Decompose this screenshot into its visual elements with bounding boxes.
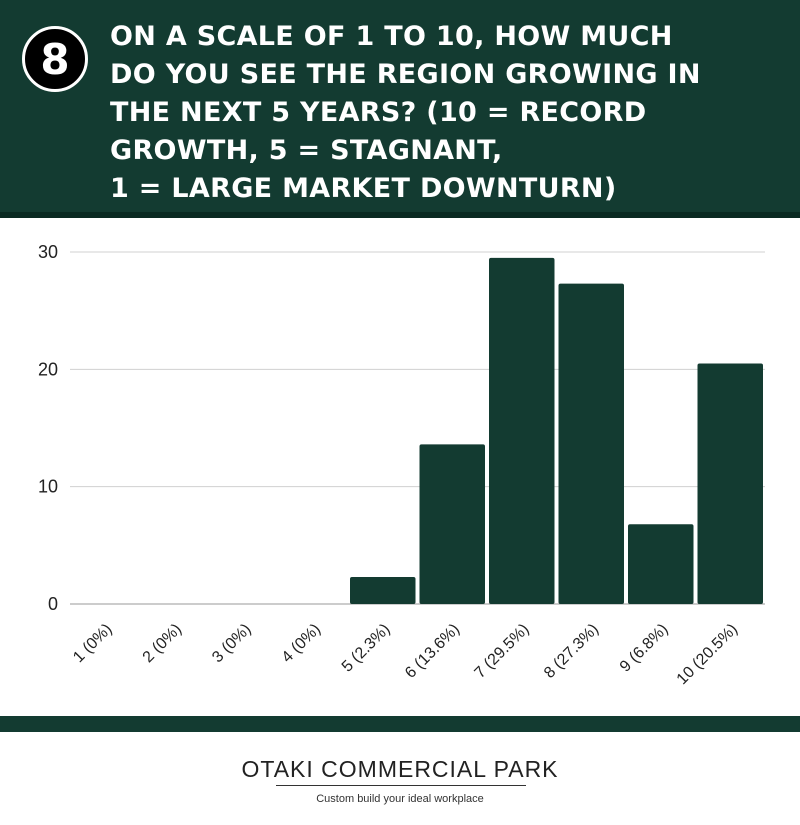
x-tick-label: 4 (0%) [279,621,324,666]
footer-band [0,716,800,732]
x-tick-label: 5 (2.3%) [339,621,394,676]
question-number-badge: 8 [22,26,88,92]
bar [489,257,555,604]
brand-name: OTAKI COMMERCIAL PARK [241,756,559,782]
bar-chart: 0 10 20 30 1 (0%) 2 (0%) 3 (0%) 4 (0%) 5 (2.3%)… [38,242,765,688]
question-title: ON A SCALE OF 1 TO 10, HOW MUCH DO YOU S… [110,21,701,204]
y-tick-label: 20 [38,359,58,379]
bar [350,577,416,604]
brand-tagline: Custom build your ideal workplace [316,793,484,805]
header-banner [0,0,800,212]
x-tick-label: 3 (0%) [209,621,254,666]
x-tick-label: 6 (13.6%) [402,621,463,682]
bar [697,363,763,604]
y-tick-label: 10 [38,477,58,497]
x-tick-label: 7 (29.5%) [472,621,533,682]
x-tick-label: 9 (6.8%) [617,621,672,676]
brand-divider [276,785,526,786]
header-divider [0,212,800,218]
x-tick-label: 8 (27.3%) [541,621,602,682]
bars [350,257,763,604]
bar [419,444,485,604]
x-tick-label: 1 (0%) [70,621,115,666]
bar [628,524,694,604]
x-tick-label: 10 (20.5%) [674,621,741,688]
y-tick-label: 30 [38,242,58,262]
bar [558,283,624,604]
y-tick-label: 0 [48,594,58,614]
x-axis-labels: 1 (0%) 2 (0%) 3 (0%) 4 (0%) 5 (2.3%) 6 (13.6%… [70,621,741,688]
x-tick-label: 2 (0%) [140,621,185,666]
y-axis-ticks: 0 10 20 30 [38,242,58,614]
